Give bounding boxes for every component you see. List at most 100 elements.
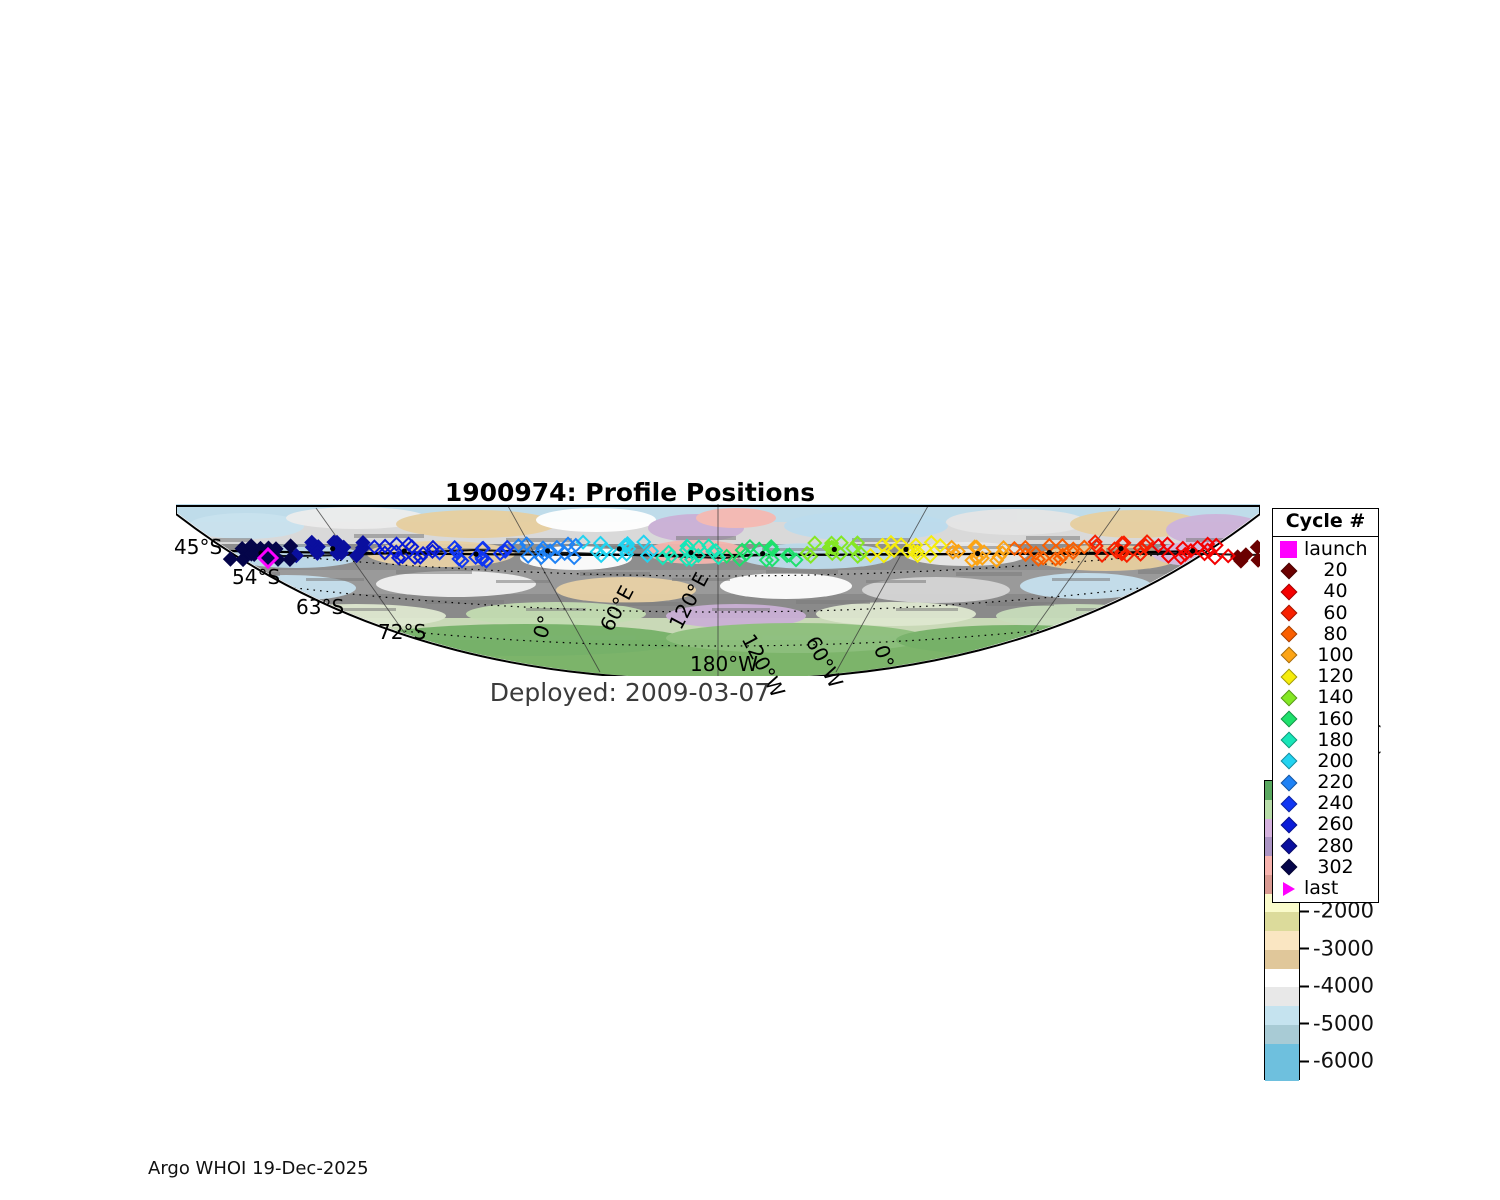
profile-center-dot — [401, 548, 407, 554]
profile-marker — [763, 539, 779, 555]
profile-marker — [1250, 552, 1260, 568]
profile-marker — [995, 540, 1012, 556]
legend-last-marker-icon — [1280, 880, 1297, 897]
colorbar-tick: -4000 — [1300, 975, 1374, 997]
colorbar-tick-label: -2000 — [1313, 898, 1375, 923]
profile-marker — [407, 549, 423, 566]
legend-item-label: 180 — [1317, 728, 1354, 751]
colorbar-segment — [1265, 949, 1299, 969]
profile-center-dot — [545, 548, 551, 554]
legend-row[interactable]: 260 — [1273, 814, 1378, 835]
legend-row[interactable]: 60 — [1273, 603, 1378, 624]
profile-marker — [510, 538, 527, 554]
legend-row[interactable]: 20 — [1273, 560, 1378, 581]
profile-marker — [833, 535, 849, 551]
profile-center-dot — [473, 551, 479, 557]
profile-marker — [905, 543, 922, 559]
legend-item-label: 40 — [1323, 580, 1348, 603]
profile-marker — [1173, 550, 1189, 566]
legend-cycle-marker-icon — [1280, 816, 1297, 834]
colorbar-segment — [1265, 912, 1299, 931]
colorbar-tick: -6000 — [1300, 1050, 1374, 1072]
profile-marker — [764, 552, 780, 568]
legend-row[interactable]: 302 — [1273, 857, 1378, 878]
profile-center-dot — [831, 546, 837, 552]
cycle-legend[interactable]: Cycle # launch 20 40 60 80 100 120 140 160 180 200… — [1272, 508, 1379, 904]
legend-launch-swatch — [1280, 541, 1297, 559]
profile-marker — [1047, 551, 1064, 567]
profile-marker — [1088, 538, 1104, 554]
legend-row[interactable]: launch — [1273, 539, 1378, 560]
profile-marker — [923, 534, 939, 551]
profile-marker — [679, 551, 695, 568]
profile-center-dot — [688, 549, 694, 556]
profile-marker — [1160, 548, 1177, 564]
legend-item-label: launch — [1304, 538, 1368, 561]
profile-marker — [922, 548, 938, 564]
colorbar-tick-mark — [1300, 1022, 1309, 1025]
profile-marker — [821, 539, 837, 556]
legend-item-label: 240 — [1317, 792, 1354, 815]
profile-marker — [1065, 541, 1081, 557]
map-canvas[interactable] — [176, 504, 1260, 676]
colorbar-tick: -5000 — [1300, 1013, 1374, 1034]
profile-marker — [803, 548, 819, 564]
profile-marker — [807, 535, 823, 551]
profile-marker — [1207, 550, 1223, 566]
legend-row[interactable]: 180 — [1273, 730, 1378, 751]
colorbar-tick: -3000 — [1300, 938, 1374, 959]
legend-row[interactable]: last — [1273, 878, 1378, 899]
legend-item-label: 220 — [1317, 771, 1354, 794]
colorbar-tick-label: -3000 — [1313, 936, 1375, 961]
profile-marker — [1094, 547, 1110, 564]
legend-row[interactable]: 140 — [1273, 687, 1378, 708]
profile-marker — [309, 545, 325, 561]
profile-marker — [853, 546, 869, 562]
profile-marker — [690, 548, 706, 564]
legend-item-label: 120 — [1317, 665, 1354, 688]
profile-marker — [568, 537, 584, 553]
profile-marker — [1132, 540, 1148, 556]
legend-row[interactable]: 120 — [1273, 666, 1378, 687]
legend-cycle-marker-icon — [1280, 795, 1297, 813]
legend-row[interactable]: 280 — [1273, 836, 1378, 857]
profile-marker — [763, 540, 779, 557]
profile-marker — [908, 537, 924, 553]
profile-center-dot — [616, 546, 622, 552]
legend-item-label: 200 — [1317, 749, 1354, 772]
lat-label-54s: 54°S — [232, 565, 281, 589]
legend-cycle-marker-icon — [1280, 604, 1297, 622]
profile-center-dot — [1046, 549, 1052, 556]
profile-marker — [683, 551, 700, 568]
profile-marker — [738, 546, 754, 562]
profile-marker — [832, 546, 849, 562]
profile-marker — [533, 549, 549, 566]
legend-cycle-marker-icon — [1280, 646, 1297, 664]
profile-marker — [288, 548, 304, 564]
legend-row[interactable]: 200 — [1273, 751, 1378, 772]
cycle-legend-title: Cycle # — [1273, 509, 1378, 537]
profile-marker — [950, 543, 966, 559]
profile-marker — [1257, 548, 1260, 553]
profile-marker — [412, 549, 428, 565]
profile-marker — [989, 552, 1005, 569]
legend-item-label: last — [1304, 877, 1339, 900]
profile-marker — [1017, 546, 1034, 563]
legend-item-label: 20 — [1323, 559, 1348, 582]
legend-row[interactable]: 160 — [1273, 708, 1378, 729]
legend-row[interactable]: 40 — [1273, 581, 1378, 602]
last-position-marker — [256, 546, 280, 570]
legend-row[interactable]: 240 — [1273, 793, 1378, 814]
legend-row[interactable]: 80 — [1273, 624, 1378, 645]
profile-marker — [222, 551, 239, 567]
profile-marker — [824, 539, 840, 555]
profile-marker — [1006, 540, 1022, 557]
profile-marker — [639, 547, 655, 564]
profile-marker — [425, 539, 441, 555]
legend-row[interactable]: 220 — [1273, 772, 1378, 793]
profile-marker — [451, 551, 467, 567]
legend-row[interactable]: 100 — [1273, 645, 1378, 666]
map-panel[interactable] — [176, 504, 1260, 676]
profile-marker — [1028, 545, 1044, 561]
legend-cycle-marker-icon — [1280, 774, 1297, 792]
